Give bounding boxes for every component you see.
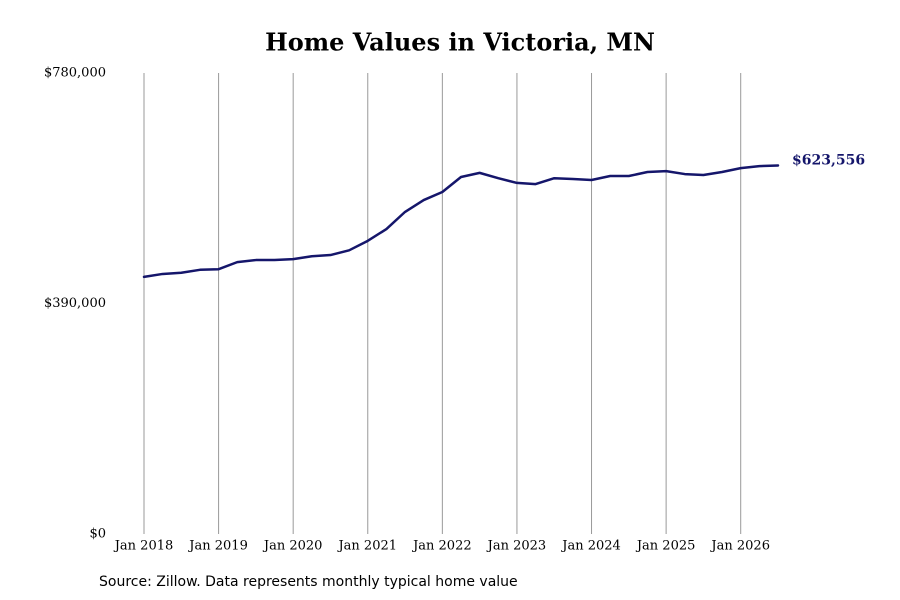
chart-title: Home Values in Victoria, MN — [265, 28, 655, 57]
data-line — [142, 164, 780, 279]
x-tick-label: Jan 2024 — [560, 539, 621, 554]
y-tick-label: $0 — [89, 527, 106, 542]
x-tick-label: Jan 2020 — [262, 539, 323, 554]
x-tick-label: Jan 2022 — [411, 539, 472, 554]
x-tick-label: Jan 2019 — [187, 539, 248, 554]
x-tick-label: Jan 2021 — [336, 539, 397, 554]
x-tick-label: Jan 2018 — [113, 539, 174, 554]
x-tick-label: Jan 2025 — [635, 539, 696, 554]
x-tick-label: Jan 2023 — [486, 539, 547, 554]
value-label: $623,556 — [792, 152, 865, 168]
y-tick-label: $390,000 — [44, 296, 106, 311]
y-tick-label: $780,000 — [44, 66, 106, 81]
x-tick-label: Jan 2026 — [709, 539, 770, 554]
source-note: Source: Zillow. Data represents monthly … — [99, 574, 518, 590]
